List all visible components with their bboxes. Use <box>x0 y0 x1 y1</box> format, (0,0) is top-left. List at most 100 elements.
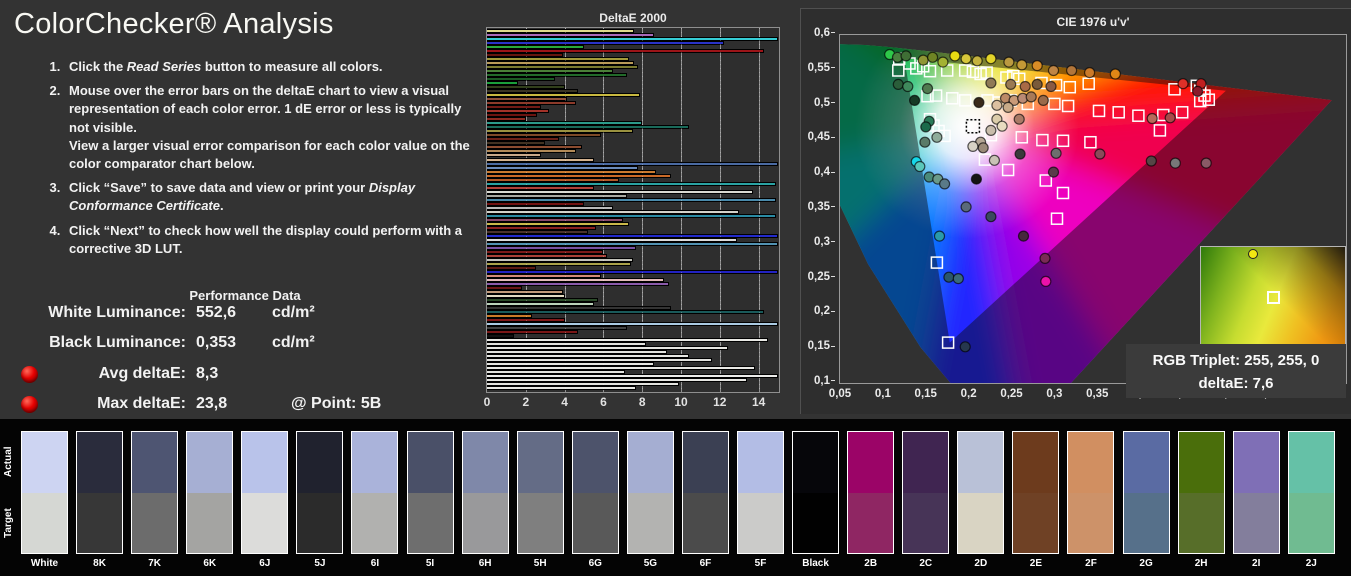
deltae-error-bar[interactable] <box>487 366 755 371</box>
deltae-error-bar[interactable] <box>487 346 728 351</box>
deltae-error-bar[interactable] <box>487 161 779 166</box>
deltae-error-bar[interactable] <box>487 310 765 315</box>
deltae-error-bar[interactable] <box>487 45 584 50</box>
swatch-actual <box>738 432 784 493</box>
deltae-error-bar[interactable] <box>487 249 604 254</box>
deltae-error-bar[interactable] <box>487 141 546 146</box>
deltae-error-bar[interactable] <box>487 370 625 375</box>
deltae-error-bar[interactable] <box>487 33 654 38</box>
deltae-error-bar[interactable] <box>487 229 588 234</box>
deltae-error-bar[interactable] <box>487 241 779 246</box>
deltae-error-bar[interactable] <box>487 298 598 303</box>
deltae-error-bar[interactable] <box>487 105 542 110</box>
deltae-error-bar[interactable] <box>487 294 565 299</box>
deltae-error-bar[interactable] <box>487 29 635 33</box>
deltae-error-bar[interactable] <box>487 277 664 282</box>
deltae-error-bar[interactable] <box>487 113 538 118</box>
deltae-error-bar[interactable] <box>487 65 639 70</box>
target-square <box>1082 77 1095 90</box>
deltae-error-bar[interactable] <box>487 181 777 186</box>
deltae-error-bar[interactable] <box>487 265 536 270</box>
target-square <box>1001 163 1015 177</box>
deltae-error-bar[interactable] <box>487 145 583 150</box>
deltae-error-bar[interactable] <box>487 362 654 367</box>
deltae-error-bar[interactable] <box>487 121 643 126</box>
deltae-error-bar[interactable] <box>487 57 629 62</box>
deltae-error-bar[interactable] <box>487 53 563 58</box>
swatch-label: 2I <box>1252 558 1261 569</box>
deltae-error-bar[interactable] <box>487 217 623 222</box>
deltae-error-bar[interactable] <box>487 81 519 86</box>
inset-gamut-shading <box>1201 247 1345 346</box>
deltae-error-bar[interactable] <box>487 338 769 343</box>
deltae-error-bar[interactable] <box>487 330 579 335</box>
deltae-error-bar[interactable] <box>487 189 753 194</box>
deltae-error-bar[interactable] <box>487 61 635 66</box>
deltae-error-bar[interactable] <box>487 169 656 174</box>
deltae-error-bar[interactable] <box>487 374 779 379</box>
deltae-error-bar[interactable] <box>487 73 627 78</box>
deltae-error-bar[interactable] <box>487 41 724 46</box>
deltae-error-bar[interactable] <box>487 209 740 214</box>
deltae-error-bar[interactable] <box>487 350 668 355</box>
deltae-error-bar[interactable] <box>487 153 542 158</box>
deltae-error-bar[interactable] <box>487 185 594 190</box>
y-tick-label: 0,5 <box>814 97 835 109</box>
deltae-error-bar[interactable] <box>487 129 633 134</box>
deltae-error-bar[interactable] <box>487 233 779 238</box>
deltae-error-bar[interactable] <box>487 205 614 210</box>
deltae-error-bar[interactable] <box>487 290 563 295</box>
deltae-error-bar[interactable] <box>487 253 608 258</box>
deltae-error-bar[interactable] <box>487 354 689 359</box>
target-square <box>1039 174 1053 187</box>
deltae-error-bar[interactable] <box>487 286 522 290</box>
deltae-error-bar[interactable] <box>487 281 670 286</box>
deltae-error-bar[interactable] <box>487 133 602 138</box>
deltae-error-bar[interactable] <box>487 101 577 106</box>
deltae-error-bar[interactable] <box>487 173 672 178</box>
deltae-error-bar[interactable] <box>487 149 577 154</box>
deltae-error-bar[interactable] <box>487 334 515 339</box>
deltae-error-bar[interactable] <box>487 221 629 226</box>
deltae-error-bar[interactable] <box>487 382 680 387</box>
deltae-error-bar[interactable] <box>487 314 532 319</box>
deltae-error-bar[interactable] <box>487 49 765 54</box>
instruction-item-1: Click the Read Series button to measure … <box>64 58 484 76</box>
deltae-error-bar[interactable] <box>487 77 555 82</box>
deltae-error-bar[interactable] <box>487 165 639 170</box>
deltae-error-bar[interactable] <box>487 237 738 242</box>
deltae-error-bar[interactable] <box>487 213 777 218</box>
deltae-error-bar[interactable] <box>487 93 641 98</box>
deltae-error-bar[interactable] <box>487 257 633 262</box>
deltae-error-bar[interactable] <box>487 322 779 327</box>
deltae-error-bar[interactable] <box>487 318 565 323</box>
deltae-error-bar[interactable] <box>487 342 647 347</box>
deltae-error-bar[interactable] <box>487 306 672 311</box>
deltae-error-bar[interactable] <box>487 117 526 122</box>
deltae-error-bar[interactable] <box>487 201 584 206</box>
deltae-error-bar[interactable] <box>487 89 579 94</box>
deltae-error-bar[interactable] <box>487 245 637 250</box>
deltae-error-bar[interactable] <box>487 197 777 202</box>
deltae-error-bar[interactable] <box>487 193 627 198</box>
deltae-error-bar[interactable] <box>487 97 567 102</box>
deltae-error-bar[interactable] <box>487 37 779 42</box>
deltae-error-bar[interactable] <box>487 358 713 363</box>
deltae-error-bar[interactable] <box>487 302 594 307</box>
deltae-error-bar[interactable] <box>487 273 602 278</box>
deltae-error-bar[interactable] <box>487 386 637 391</box>
deltae-error-bar[interactable] <box>487 225 596 230</box>
deltae-error-bar[interactable] <box>487 137 559 142</box>
actual-row-label: Actual <box>3 446 14 477</box>
swatch-labels: White 8K 7K 6K 6J 5J 6I 5I 6H 5H 6G 5G 6F 5F Black 2B 2C… <box>21 558 1335 569</box>
deltae-error-bar[interactable] <box>487 261 631 266</box>
deltae-error-bar[interactable] <box>487 269 779 274</box>
deltae-error-bar[interactable] <box>487 157 594 162</box>
deltae-error-bar[interactable] <box>487 378 747 383</box>
deltae-error-bar[interactable] <box>487 326 627 331</box>
deltae-error-bar[interactable] <box>487 125 689 130</box>
deltae-error-bar[interactable] <box>487 85 565 90</box>
deltae-error-bar[interactable] <box>487 109 550 114</box>
deltae-error-bar[interactable] <box>487 69 614 74</box>
deltae-error-bar[interactable] <box>487 177 619 182</box>
